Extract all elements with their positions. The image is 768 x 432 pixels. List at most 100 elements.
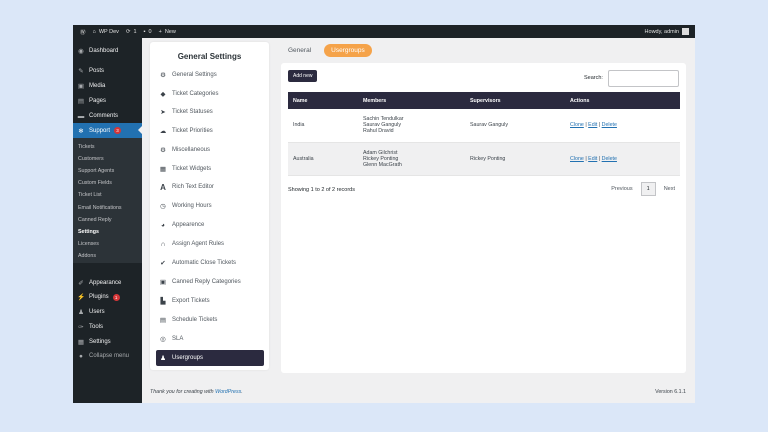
add-new-button[interactable]: Add new [288,70,318,82]
menu-comments[interactable]: ▬ Comments [77,112,119,120]
nav-ticket-categories[interactable]: ◆ Ticket Categories [160,91,219,98]
menu-settings[interactable]: ▦ Settings [77,339,111,346]
gear-icon: ⚙ [160,72,166,79]
pin-icon: ✎ [78,68,84,75]
new-link[interactable]: + New [158,28,176,35]
submenu-customers[interactable]: Customers [78,156,104,162]
group-members: Sachin Tendulkar Saurav Ganguly Rahul Drav… [358,109,465,143]
nav-appearence[interactable]: ◕ Appearence [156,217,264,233]
collapse-menu[interactable]: ● Collapse menu [73,349,142,363]
column-supervisors[interactable]: Supervisors [465,92,565,109]
submenu-settings[interactable]: Settings [78,229,99,235]
delete-link[interactable]: Delete [601,122,617,129]
nav-sla[interactable]: ◎ SLA [160,336,184,343]
column-members[interactable]: Members [358,92,465,109]
plugins-badge: 1 [112,293,120,301]
table-header: Name Members Supervisors Actions [288,92,680,109]
column-name[interactable]: Name [288,92,358,109]
column-actions[interactable]: Actions [565,92,680,109]
nav-miscellaneous[interactable]: ⚙ Miscellaneous [160,147,211,154]
menu-posts[interactable]: ✎ Posts [78,68,105,75]
support-submenu: Tickets Customers Support Agents Custom … [73,138,142,263]
save-icon: ▣ [159,279,167,286]
nav-ticket-statuses[interactable]: ➤ Ticket Statuses [160,109,213,116]
nav-schedule-tickets[interactable]: ▤ Schedule Tickets [159,317,218,324]
submenu-licenses[interactable]: Licenses [78,241,99,247]
delete-link[interactable]: Delete [601,155,617,162]
footer-thanks: Thank you for creating with WordPress. [150,389,243,395]
font-icon: A [160,182,166,192]
admin-bar: Ⓦ ⌂ WP Dev ⟳ 1 ▪ 0 + New Howdy, admin [73,25,695,38]
updates-link[interactable]: ⟳ 1 [125,28,137,35]
search-input[interactable] [608,70,679,87]
nav-automatic-close-tickets[interactable]: ✔ Automatic Close Tickets [160,260,237,267]
submenu-email-notifications[interactable]: Email Notifications [78,205,122,211]
media-icon: ▣ [77,83,85,90]
tab-general[interactable]: General [288,47,312,54]
plugin-icon: ⚡ [77,294,86,301]
settings-icon: ▦ [77,339,85,346]
clone-link[interactable]: Clone [570,155,584,162]
wrench-icon: ✑ [78,324,84,331]
clone-link[interactable]: Clone [570,122,584,129]
previous-button[interactable]: Previous [611,186,633,192]
nav-ticket-widgets[interactable]: ▦ Ticket Widgets [159,166,212,173]
palette-icon: ◕ [161,221,165,229]
usergroups-card: Add new Search: Name Members Supervisors… [281,63,686,373]
nav-canned-reply-categories[interactable]: ▣ Canned Reply Categories [159,279,241,286]
refresh-icon: ⟳ [125,28,131,35]
wordpress-logo-icon[interactable]: Ⓦ [80,29,86,36]
next-button[interactable]: Next [663,186,675,192]
tab-usergroups[interactable]: Usergroups [324,44,372,57]
dashboard-icon: ◉ [78,48,84,55]
menu-plugins[interactable]: ⚡ Plugins 1 [73,290,142,304]
submenu-tickets[interactable]: Tickets [78,144,95,150]
nav-general-settings[interactable]: ⚙ General Settings [160,72,217,79]
plus-icon: + [158,28,162,35]
comment-icon: ▪ [143,28,146,35]
submenu-custom-fields[interactable]: Custom Fields [78,180,112,186]
edit-link[interactable]: Edit [588,122,598,129]
menu-pages[interactable]: ▤ Pages [77,98,107,105]
check-icon: ✔ [160,260,166,267]
support-icon: ❄ [78,127,84,135]
nav-usergroups[interactable]: ♟ Usergroups [156,350,264,366]
menu-tools[interactable]: ✑ Tools [78,324,104,331]
group-actions: Clone | Edit | Delete [565,109,680,143]
avatar [682,28,689,35]
nav-export-tickets[interactable]: ▙ Export Tickets [160,298,210,305]
account-menu[interactable]: Howdy, admin [645,25,689,38]
menu-users[interactable]: ♟ Users [78,309,105,316]
member: Saurav Ganguly [363,122,401,129]
menu-media[interactable]: ▣ Media [77,83,106,90]
settings-nav-panel: General Settings ⚙ General Settings ◆ Tick… [150,42,269,370]
comments-link[interactable]: ▪ 0 [143,28,152,35]
nav-assign-agent-rules[interactable]: ∩ Assign Agent Rules [160,240,225,248]
member: Adam Gilchrist [363,149,398,156]
submenu-ticket-list[interactable]: Ticket List [78,192,102,198]
file-export-icon: ▙ [160,298,166,305]
group-supervisors: Rickey Ponting [465,142,565,176]
eye-icon: ◎ [160,336,166,343]
menu-appearance[interactable]: ✐ Appearance [78,280,122,287]
submenu-canned-reply[interactable]: Canned Reply [78,217,112,223]
nav-ticket-priorities[interactable]: ☁ Ticket Priorities [159,128,213,135]
page-1-button[interactable]: 1 [640,182,656,196]
admin-sidebar: ◉ Dashboard ✎ Posts ▣ Media ▤ Pages ▬ Comment… [73,38,142,403]
submenu-addons[interactable]: Addons [78,253,96,259]
member: Rickey Ponting [363,155,399,162]
group-supervisors: Saurav Ganguly [465,109,565,143]
home-icon: ⌂ [92,28,96,35]
clock-icon: ◷ [160,203,166,210]
pagination: Previous 1 Next [611,182,675,196]
wordpress-link[interactable]: WordPress [215,389,242,395]
site-name-link[interactable]: ⌂ WP Dev [92,28,119,35]
edit-link[interactable]: Edit [588,155,598,162]
nav-working-hours[interactable]: ◷ Working Hours [160,203,212,210]
brush-icon: ✐ [78,280,84,287]
nav-rich-text-editor[interactable]: A Rich Text Editor [160,182,214,192]
submenu-support-agents[interactable]: Support Agents [78,168,115,174]
pages-icon: ▤ [77,98,85,105]
menu-dashboard[interactable]: ◉ Dashboard [78,48,119,55]
menu-support[interactable]: ❄ Support 3 [73,123,142,138]
